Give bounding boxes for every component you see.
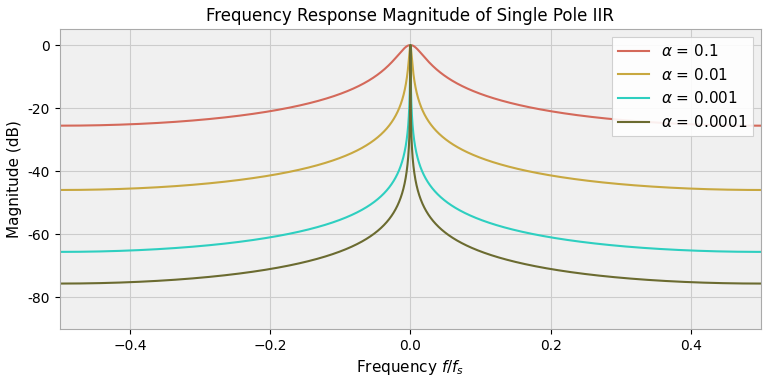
$\alpha$ = 0.01	[193, 182, 202, 187]
$\alpha$ = 0.0001	[193, 276, 202, 280]
$\alpha$ = 0.001	[58, 250, 68, 254]
$\alpha$ = 0.1	[58, 123, 68, 128]
$\alpha$ = 0.0001	[84, 281, 94, 286]
$\alpha$ = 0.01	[756, 188, 766, 192]
$\alpha$ = 0.0001	[97, 281, 106, 285]
$\alpha$ = 0.01	[97, 187, 106, 192]
$\alpha$ = 0.01	[720, 187, 729, 192]
$\alpha$ = 0.1	[398, 48, 407, 52]
$\alpha$ = 0.0001	[756, 281, 766, 286]
Line: $\alpha$ = 0.1: $\alpha$ = 0.1	[60, 45, 761, 126]
$\alpha$ = 0.001	[193, 244, 202, 248]
$\alpha$ = 0.1	[720, 123, 729, 127]
$\alpha$ = 0.001	[55, 250, 65, 254]
Line: $\alpha$ = 0.01: $\alpha$ = 0.01	[60, 45, 761, 190]
Title: Frequency Response Magnitude of Single Pole IIR: Frequency Response Magnitude of Single P…	[207, 7, 614, 25]
$\alpha$ = 0.001	[97, 249, 106, 254]
$\alpha$ = 0.001	[406, 43, 415, 47]
$\alpha$ = 0.01	[58, 188, 68, 192]
$\alpha$ = 0.1	[756, 123, 766, 128]
$\alpha$ = 0.0001	[398, 189, 407, 194]
$\alpha$ = 0.0001	[58, 281, 68, 286]
$\alpha$ = 0.1	[193, 118, 202, 122]
$\alpha$ = 0.001	[756, 250, 766, 254]
Y-axis label: Magnitude (dB): Magnitude (dB)	[7, 120, 22, 238]
$\alpha$ = 0.001	[84, 249, 94, 254]
$\alpha$ = 0.01	[84, 187, 94, 192]
Line: $\alpha$ = 0.0001: $\alpha$ = 0.0001	[60, 45, 761, 283]
$\alpha$ = 0.01	[55, 188, 65, 192]
$\alpha$ = 0.0001	[406, 43, 415, 47]
$\alpha$ = 0.001	[398, 158, 407, 162]
$\alpha$ = 0.0001	[55, 281, 65, 286]
X-axis label: Frequency $f/f_s$: Frequency $f/f_s$	[356, 358, 465, 377]
$\alpha$ = 0.01	[398, 96, 407, 101]
$\alpha$ = 0.1	[406, 43, 415, 47]
$\alpha$ = 0.001	[720, 249, 729, 254]
$\alpha$ = 0.0001	[720, 281, 729, 285]
$\alpha$ = 0.1	[55, 123, 65, 128]
$\alpha$ = 0.1	[84, 123, 94, 128]
Line: $\alpha$ = 0.001: $\alpha$ = 0.001	[60, 45, 761, 252]
$\alpha$ = 0.01	[406, 43, 415, 47]
Legend: $\alpha$ = 0.1, $\alpha$ = 0.01, $\alpha$ = 0.001, $\alpha$ = 0.0001: $\alpha$ = 0.1, $\alpha$ = 0.01, $\alpha…	[612, 37, 753, 136]
$\alpha$ = 0.1	[97, 123, 106, 127]
